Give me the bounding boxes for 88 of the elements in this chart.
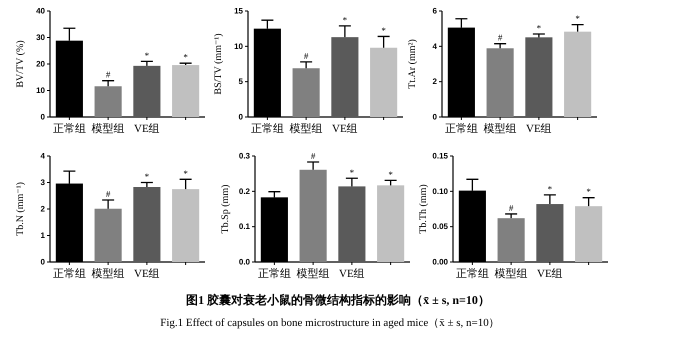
y-tick-label: 10	[234, 42, 244, 51]
x-tick-label: 正常组	[444, 122, 478, 135]
data-label: #	[498, 32, 503, 43]
y-tick-label: 3	[40, 178, 46, 187]
x-tick-label: VE组	[134, 268, 160, 280]
data-label: #	[508, 202, 514, 213]
data-label: *	[381, 25, 386, 36]
data-label: *	[342, 14, 348, 25]
y-tick-label: 0.3	[238, 152, 251, 160]
bar	[292, 68, 320, 117]
data-label: #	[106, 188, 111, 199]
bar	[331, 37, 358, 117]
y-axis-title: Tb.N (mm⁻¹)	[15, 182, 26, 236]
x-tick-label: 模型组	[92, 123, 125, 135]
y-tick-label: 0	[40, 112, 46, 122]
data-label: *	[183, 168, 188, 178]
data-label: *	[144, 172, 150, 182]
bar	[133, 187, 160, 262]
bar	[94, 86, 122, 117]
bar	[564, 32, 592, 117]
y-axis-title: BV/TV (%)	[15, 40, 26, 88]
y-tick-label: 0.0	[238, 258, 251, 266]
data-label: #	[310, 151, 316, 162]
bar	[338, 186, 366, 262]
y-tick-label: 6	[432, 6, 438, 16]
y-tick-label: 0.10	[432, 186, 449, 196]
x-tick-label: 模型组	[484, 123, 517, 135]
x-tick-label: VE组	[134, 123, 160, 135]
y-axis-title: Tb.Th (mm)	[418, 184, 429, 234]
bar	[536, 204, 564, 262]
bar	[300, 170, 327, 262]
x-tick-label: 模型组	[296, 268, 330, 280]
y-axis-title: Tt.Ar (mm²)	[407, 39, 418, 89]
x-tick-label: VE组	[526, 123, 552, 135]
bar	[486, 48, 514, 117]
caption: 图1 胶囊对衰老小鼠的骨微结构指标的影响（x̄ ± s, n=10）	[186, 293, 490, 307]
y-tick-label: 4	[432, 42, 438, 51]
x-tick-label: VE组	[537, 268, 563, 280]
y-tick-label: 2	[40, 204, 46, 214]
data-label: *	[548, 184, 553, 194]
y-tick-label: 20	[36, 60, 46, 68]
data-label: #	[304, 50, 309, 61]
y-tick-label: 5	[238, 77, 244, 86]
y-tick-label: 15	[234, 6, 244, 16]
x-tick-label: VE组	[339, 268, 365, 280]
bar	[94, 208, 122, 262]
x-tick-label: 正常组	[456, 267, 489, 280]
caption: Fig.1 Effect of capsules on bone microstructure in aged mice（x̄ ± s, n=10）	[160, 317, 500, 329]
x-tick-label: 正常组	[250, 122, 284, 135]
y-tick-label: 0	[432, 112, 438, 122]
y-tick-label: 2	[432, 77, 438, 86]
bar	[377, 185, 404, 262]
data-label: *	[350, 167, 355, 178]
x-tick-label: VE组	[332, 123, 358, 135]
x-tick-label: 模型组	[494, 268, 528, 280]
x-tick-label: 模型组	[92, 268, 125, 280]
data-label: *	[575, 14, 580, 24]
data-label: *	[183, 52, 188, 62]
y-tick-label: 0	[238, 112, 244, 122]
bar	[172, 189, 200, 262]
y-tick-label: 30	[36, 33, 46, 42]
x-tick-label: 模型组	[290, 123, 323, 135]
bar	[172, 65, 200, 117]
y-tick-label: 0.2	[238, 186, 251, 196]
y-axis-title: Tb.Sp (mm)	[220, 184, 231, 234]
y-tick-label: 0.1	[238, 222, 251, 232]
bar	[575, 206, 602, 262]
x-tick-label: 正常组	[258, 267, 291, 280]
bar	[370, 48, 398, 117]
y-tick-label: 40	[36, 6, 46, 16]
data-label: *	[536, 22, 542, 33]
data-label: #	[106, 70, 111, 80]
y-tick-label: 4	[40, 152, 46, 160]
y-tick-label: 0.15	[432, 152, 449, 160]
y-tick-label: 0.00	[432, 258, 449, 266]
y-tick-label: 0.05	[432, 222, 449, 232]
data-label: *	[144, 50, 150, 60]
data-label: *	[388, 169, 394, 180]
data-label: *	[586, 186, 592, 197]
y-axis-title: BS/TV (mm⁻¹)	[213, 33, 224, 95]
y-tick-label: 1	[40, 231, 46, 240]
bar	[525, 37, 552, 117]
x-tick-label: 正常组	[52, 267, 86, 280]
y-tick-label: 10	[36, 86, 46, 95]
bar	[133, 66, 160, 117]
y-tick-label: 0	[40, 258, 46, 266]
bar	[498, 218, 525, 262]
x-tick-label: 正常组	[52, 122, 86, 135]
